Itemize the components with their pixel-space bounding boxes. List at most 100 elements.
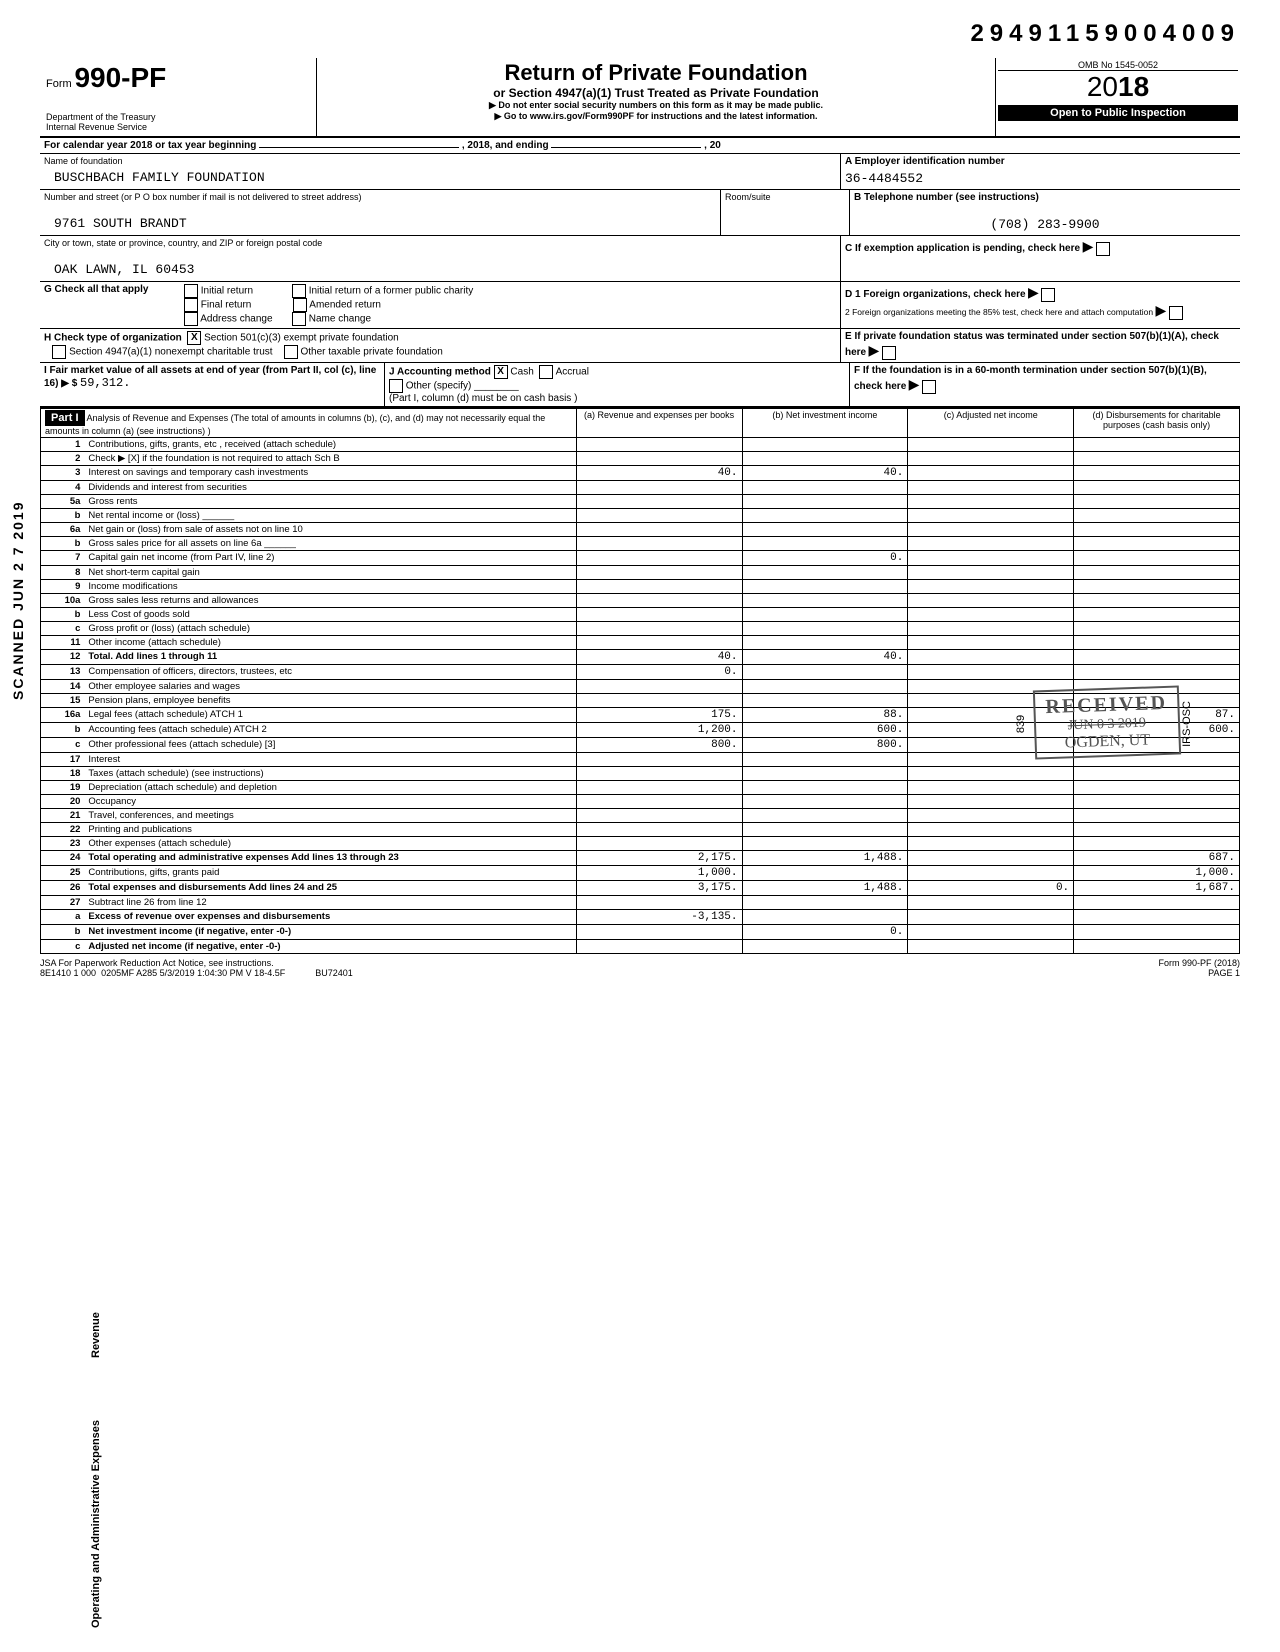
col-b (742, 593, 908, 607)
table-row: aExcess of revenue over expenses and dis… (41, 909, 1240, 924)
col-b (742, 579, 908, 593)
col-d (1074, 635, 1240, 649)
col-c (908, 437, 1074, 451)
col-d (1074, 939, 1240, 953)
line-number: 27 (41, 895, 85, 909)
h-check-4947[interactable] (52, 345, 66, 359)
line-desc: Total operating and administrative expen… (84, 850, 576, 865)
line-number: 14 (41, 679, 85, 693)
g-check-final[interactable] (184, 298, 198, 312)
e-checkbox[interactable] (882, 346, 896, 360)
col-c-header: (c) Adjusted net income (908, 408, 1074, 437)
col-b: 600. (742, 722, 908, 737)
line-number: b (41, 607, 85, 621)
ein-label: A Employer identification number (845, 156, 1236, 167)
form-title: Return of Private Foundation (325, 60, 987, 86)
table-row: 18Taxes (attach schedule) (see instructi… (41, 766, 1240, 780)
col-b: 40. (742, 649, 908, 664)
d-checkbox[interactable] (1041, 288, 1055, 302)
form-label: Form (46, 78, 72, 90)
table-row: 9Income modifications (41, 579, 1240, 593)
g-item-1: Final return (201, 300, 252, 311)
e-label: E If private foundation status was termi… (845, 331, 1219, 358)
j-check-other[interactable] (389, 379, 403, 393)
j-check-cash[interactable]: X (494, 365, 508, 379)
line-number: b (41, 924, 85, 939)
col-d (1074, 550, 1240, 565)
col-b (742, 752, 908, 766)
footer-code: 8E1410 1 000 (40, 968, 96, 978)
line-number: 19 (41, 780, 85, 794)
table-row: 19Depreciation (attach schedule) and dep… (41, 780, 1240, 794)
col-b (742, 836, 908, 850)
form-note2: ▶ Go to www.irs.gov/Form990PF for instru… (325, 111, 987, 122)
line-number: 5a (41, 494, 85, 508)
table-row: 26Total expenses and disbursements Add l… (41, 880, 1240, 895)
line-desc: Gross rents (84, 494, 576, 508)
col-b (742, 895, 908, 909)
table-row: 25Contributions, gifts, grants paid1,000… (41, 865, 1240, 880)
line-number: c (41, 621, 85, 635)
col-d (1074, 794, 1240, 808)
col-b (742, 780, 908, 794)
table-row: 24Total operating and administrative exp… (41, 850, 1240, 865)
footer-ts: 0205MF A285 5/3/2019 1:04:30 PM V 18-4.5… (101, 968, 285, 978)
h-check-other[interactable] (284, 345, 298, 359)
line-number: 8 (41, 565, 85, 579)
h-check-501c3[interactable]: X (187, 331, 201, 345)
col-a: 800. (576, 737, 742, 752)
line-desc: Printing and publications (84, 822, 576, 836)
city-value: OAK LAWN, IL 60453 (44, 248, 836, 279)
g-check-initial[interactable] (184, 284, 198, 298)
line-desc: Total. Add lines 1 through 11 (84, 649, 576, 664)
line-desc: Adjusted net income (if negative, enter … (84, 939, 576, 953)
col-b (742, 536, 908, 550)
col-b (742, 693, 908, 707)
table-row: 13Compensation of officers, directors, t… (41, 664, 1240, 679)
table-row: bNet rental income or (loss) ______ (41, 508, 1240, 522)
d2-checkbox[interactable] (1169, 306, 1183, 320)
col-c (908, 451, 1074, 465)
col-b-header: (b) Net investment income (742, 408, 908, 437)
col-b (742, 480, 908, 494)
col-a (576, 480, 742, 494)
name-label: Name of foundation (44, 156, 836, 166)
line-desc: Other expenses (attach schedule) (84, 836, 576, 850)
g-check-name[interactable] (292, 312, 306, 326)
line-desc: Check ▶ [X] if the foundation is not req… (84, 451, 576, 465)
top-barcode-number: 29491159004009 (40, 20, 1240, 48)
g-check-address[interactable] (184, 312, 198, 326)
table-row: 21Travel, conferences, and meetings (41, 808, 1240, 822)
j-check-accrual[interactable] (539, 365, 553, 379)
g-check-amended[interactable] (293, 298, 307, 312)
stamp-side-irs: IRS-OSC (1181, 701, 1193, 747)
col-c (908, 565, 1074, 579)
line-number: 21 (41, 808, 85, 822)
col-a (576, 752, 742, 766)
col-d (1074, 579, 1240, 593)
col-b (742, 822, 908, 836)
g-check-former[interactable] (292, 284, 306, 298)
col-d: 1,687. (1074, 880, 1240, 895)
table-row: 22Printing and publications (41, 822, 1240, 836)
col-a (576, 836, 742, 850)
part1-header: Part I (45, 410, 85, 426)
c-checkbox[interactable] (1096, 242, 1110, 256)
line-number: 9 (41, 579, 85, 593)
col-c (908, 550, 1074, 565)
col-a (576, 679, 742, 693)
f-checkbox[interactable] (922, 380, 936, 394)
city-label: City or town, state or province, country… (44, 238, 836, 248)
col-d (1074, 822, 1240, 836)
col-d (1074, 480, 1240, 494)
line-number: c (41, 737, 85, 752)
col-d (1074, 536, 1240, 550)
form-number: 990-PF (74, 62, 166, 93)
table-row: cGross profit or (loss) (attach schedule… (41, 621, 1240, 635)
col-b (742, 794, 908, 808)
col-a (576, 593, 742, 607)
col-d (1074, 909, 1240, 924)
line-number: b (41, 508, 85, 522)
col-b: 0. (742, 924, 908, 939)
stamp-place: OGDEN, UT (1047, 731, 1169, 753)
